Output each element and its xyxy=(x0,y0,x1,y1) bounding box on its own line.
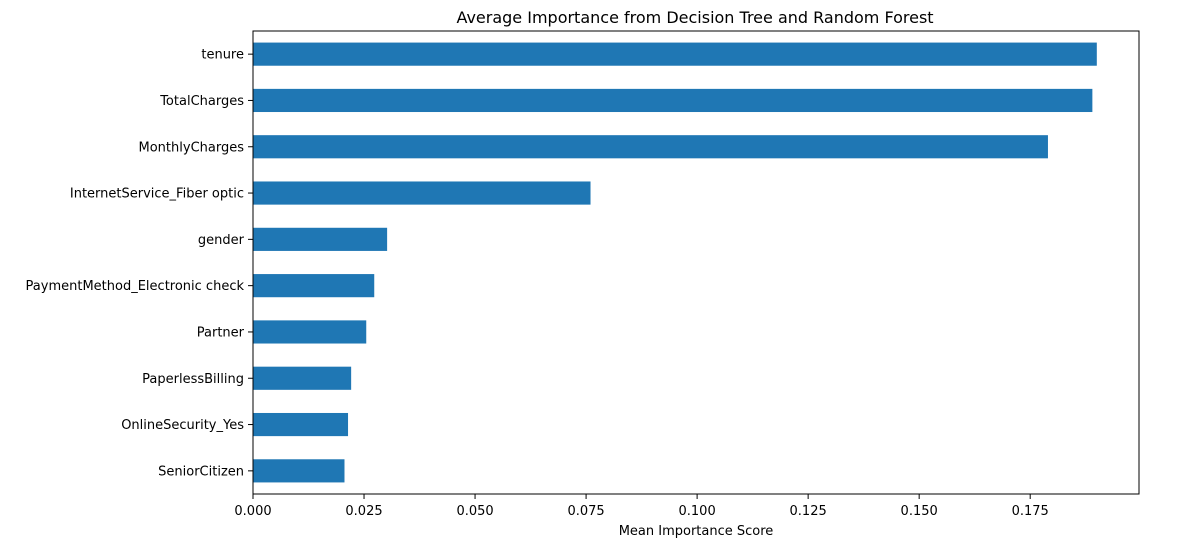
bar-7 xyxy=(253,366,352,390)
plot-frame xyxy=(252,30,1140,495)
bar-5 xyxy=(253,274,375,298)
x-tick-label-0: 0.000 xyxy=(234,504,271,519)
y-tick-label-5: PaymentMethod_Electronic check xyxy=(26,279,245,294)
x-tick-label-5: 0.125 xyxy=(790,504,827,519)
bar-1 xyxy=(253,88,1093,113)
y-axis: tenure TotalCharges MonthlyCharges Internet… xyxy=(26,48,253,479)
bar-2 xyxy=(253,135,1048,159)
x-tick-label-4: 0.100 xyxy=(679,504,716,519)
y-tick-label-3: InternetService_Fiber optic xyxy=(70,187,244,202)
bar-6 xyxy=(253,320,367,344)
chart-title: Average Importance from Decision Tree an… xyxy=(456,8,933,27)
y-tick-label-0: tenure xyxy=(201,48,244,63)
y-tick-label-9: SeniorCitizen xyxy=(158,464,244,479)
bar-8 xyxy=(253,412,349,437)
x-axis: 0.000 0.025 0.050 0.075 0.100 0.125 0.150 0.175 xyxy=(234,494,1049,519)
x-tick-label-7: 0.175 xyxy=(1012,504,1049,519)
y-tick-label-8: OnlineSecurity_Yes xyxy=(121,418,244,433)
x-tick-label-6: 0.150 xyxy=(901,504,938,519)
y-tick-label-6: Partner xyxy=(197,325,245,340)
y-tick-label-4: gender xyxy=(198,233,245,248)
x-axis-label: Mean Importance Score xyxy=(619,524,774,539)
bar-4 xyxy=(253,227,388,251)
bar-group xyxy=(253,42,1097,483)
x-tick-label-1: 0.025 xyxy=(345,504,382,519)
y-tick-label-7: PaperlessBilling xyxy=(142,372,244,387)
y-tick-label-1: TotalCharges xyxy=(159,94,244,109)
bar-9 xyxy=(253,459,345,483)
y-tick-label-2: MonthlyCharges xyxy=(139,140,245,155)
x-tick-label-2: 0.050 xyxy=(456,504,493,519)
x-tick-label-3: 0.075 xyxy=(567,504,604,519)
bar-0 xyxy=(253,42,1097,66)
bar-3 xyxy=(253,181,591,205)
